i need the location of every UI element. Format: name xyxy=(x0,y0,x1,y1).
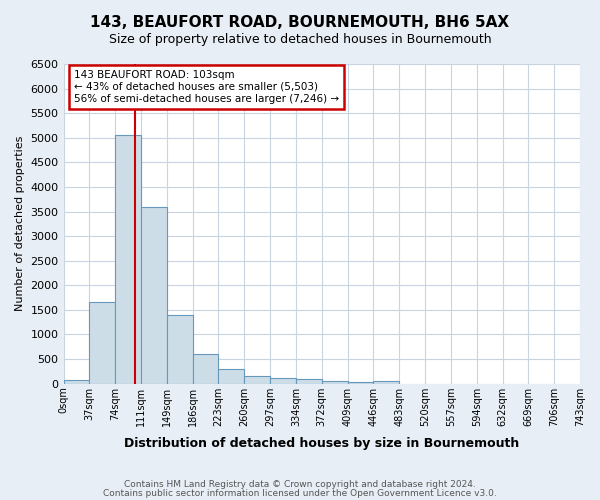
Bar xyxy=(193,354,218,384)
Bar xyxy=(64,380,89,384)
Bar xyxy=(89,302,115,384)
Text: Size of property relative to detached houses in Bournemouth: Size of property relative to detached ho… xyxy=(109,32,491,46)
Bar xyxy=(218,369,244,384)
Bar xyxy=(115,136,141,384)
Text: Contains HM Land Registry data © Crown copyright and database right 2024.: Contains HM Land Registry data © Crown c… xyxy=(124,480,476,489)
Text: 143 BEAUFORT ROAD: 103sqm
← 43% of detached houses are smaller (5,503)
56% of se: 143 BEAUFORT ROAD: 103sqm ← 43% of detac… xyxy=(74,70,339,104)
Bar xyxy=(167,315,193,384)
Bar xyxy=(244,376,270,384)
Bar xyxy=(322,381,347,384)
Bar xyxy=(141,206,167,384)
Bar xyxy=(347,382,373,384)
X-axis label: Distribution of detached houses by size in Bournemouth: Distribution of detached houses by size … xyxy=(124,437,520,450)
Y-axis label: Number of detached properties: Number of detached properties xyxy=(15,136,25,312)
Bar xyxy=(270,378,296,384)
Text: 143, BEAUFORT ROAD, BOURNEMOUTH, BH6 5AX: 143, BEAUFORT ROAD, BOURNEMOUTH, BH6 5AX xyxy=(91,15,509,30)
Text: Contains public sector information licensed under the Open Government Licence v3: Contains public sector information licen… xyxy=(103,489,497,498)
Bar xyxy=(296,378,322,384)
Bar xyxy=(373,381,399,384)
